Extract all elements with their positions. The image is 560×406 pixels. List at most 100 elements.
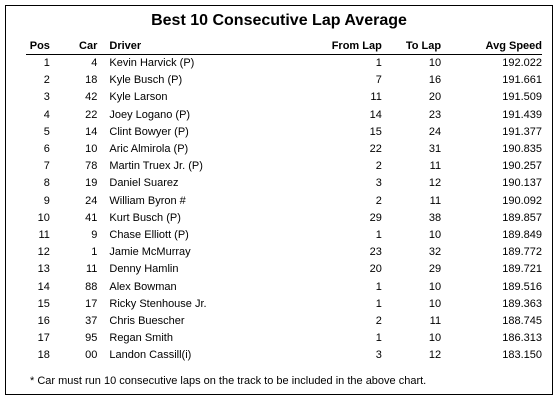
- lap-average-table: Pos Car Driver From Lap To Lap Avg Speed…: [26, 38, 542, 364]
- cell-driver: Chase Elliott (P): [109, 228, 189, 241]
- cell-driver: Denny Hamlin: [109, 263, 179, 276]
- cell-avg-speed: 191.661: [502, 74, 542, 87]
- cell-from-lap: 2: [375, 314, 382, 327]
- cell-from-lap: 3: [375, 349, 382, 362]
- cell-pos: 15: [37, 297, 50, 310]
- cell-car: 24: [85, 194, 98, 207]
- table-header-row: Pos Car Driver From Lap To Lap Avg Speed: [26, 38, 542, 55]
- cell-avg-speed: 192.022: [502, 57, 542, 70]
- table-row: 5 14 Clint Bowyer (P) 15 24 191.377: [26, 124, 542, 141]
- report-frame: Best 10 Consecutive Lap Average Pos Car …: [5, 5, 553, 395]
- cell-to-lap: 10: [428, 297, 442, 310]
- cell-car: 88: [85, 280, 98, 293]
- cell-driver: Aric Almirola (P): [109, 143, 189, 156]
- cell-pos: 7: [43, 160, 50, 173]
- cell-driver: Kyle Busch (P): [109, 74, 183, 87]
- header-car: Car: [49, 38, 104, 55]
- cell-from-lap: 1: [375, 57, 382, 70]
- cell-pos: 10: [37, 211, 50, 224]
- table-row: 11 9 Chase Elliott (P) 1 10 189.849: [26, 227, 543, 244]
- table-row: 1 4 Kevin Harvick (P) 1 10 192.022: [26, 55, 542, 73]
- table-row: 16 37 Chris Buescher 2 11 188.745: [26, 313, 542, 330]
- cell-car: 11: [85, 263, 98, 276]
- cell-from-lap: 22: [369, 143, 382, 156]
- cell-pos: 11: [38, 228, 50, 241]
- table-row: 7 78 Martin Truex Jr. (P) 2 11 190.257: [26, 158, 542, 175]
- cell-to-lap: 24: [428, 125, 442, 138]
- cell-avg-speed: 189.721: [502, 263, 542, 276]
- table-row: 9 24 William Byron # 2 11 190.092: [26, 193, 542, 210]
- table-row: 13 11 Denny Hamlin 20 29 189.721: [26, 261, 542, 278]
- cell-avg-speed: 189.857: [502, 211, 542, 224]
- table-row: 2 18 Kyle Busch (P) 7 16 191.661: [26, 72, 542, 89]
- footnote: * Car must run 10 consecutive laps on th…: [30, 375, 427, 387]
- cell-driver: Ricky Stenhouse Jr.: [109, 297, 207, 310]
- cell-pos: 5: [43, 125, 50, 138]
- table-row: 6 10 Aric Almirola (P) 22 31 190.835: [26, 141, 542, 158]
- cell-car: 42: [85, 91, 98, 104]
- cell-pos: 9: [43, 194, 50, 207]
- cell-pos: 17: [37, 332, 50, 345]
- cell-car: 00: [85, 349, 98, 362]
- cell-car: 4: [91, 57, 98, 70]
- cell-pos: 4: [43, 108, 50, 121]
- cell-to-lap: 10: [428, 332, 442, 345]
- cell-car: 19: [85, 177, 98, 190]
- cell-from-lap: 11: [370, 91, 382, 104]
- cell-avg-speed: 190.835: [502, 143, 542, 156]
- cell-pos: 12: [37, 246, 50, 259]
- header-avg-speed: Avg Speed: [441, 38, 542, 55]
- header-to-lap: To Lap: [381, 38, 442, 55]
- cell-from-lap: 14: [369, 108, 382, 121]
- cell-pos: 13: [37, 263, 50, 276]
- table-row: 8 19 Daniel Suarez 3 12 190.137: [26, 175, 542, 192]
- header-pos: Pos: [26, 38, 50, 55]
- cell-avg-speed: 191.439: [502, 108, 542, 121]
- table-row: 17 95 Regan Smith 1 10 186.313: [26, 330, 542, 347]
- cell-from-lap: 2: [375, 160, 382, 173]
- cell-avg-speed: 189.363: [502, 297, 542, 310]
- table-row: 10 41 Kurt Busch (P) 29 38 189.857: [26, 210, 542, 227]
- cell-driver: Kurt Busch (P): [109, 211, 181, 224]
- cell-car: 10: [85, 143, 98, 156]
- table-row: 12 1 Jamie McMurray 23 32 189.772: [26, 244, 542, 261]
- cell-avg-speed: 186.313: [502, 332, 542, 345]
- cell-driver: Clint Bowyer (P): [109, 125, 189, 138]
- cell-avg-speed: 188.745: [502, 314, 542, 327]
- cell-to-lap: 23: [428, 108, 442, 121]
- cell-pos: 2: [43, 74, 50, 87]
- cell-car: 95: [85, 332, 98, 345]
- cell-from-lap: 1: [375, 297, 382, 310]
- cell-to-lap: 16: [428, 74, 442, 87]
- cell-from-lap: 15: [369, 125, 382, 138]
- cell-car: 41: [85, 211, 98, 224]
- cell-to-lap: 38: [428, 211, 442, 224]
- cell-pos: 3: [43, 91, 50, 104]
- table-row: 14 88 Alex Bowman 1 10 189.516: [26, 278, 542, 295]
- cell-pos: 16: [37, 314, 50, 327]
- cell-to-lap: 12: [428, 177, 442, 190]
- cell-driver: Alex Bowman: [109, 280, 177, 293]
- cell-driver: Kevin Harvick (P): [109, 57, 195, 70]
- table-row: 18 00 Landon Cassill(i) 3 12 183.150: [26, 347, 542, 364]
- table-row: 3 42 Kyle Larson 11 20 191.509: [26, 89, 542, 106]
- cell-from-lap: 3: [375, 177, 382, 190]
- cell-avg-speed: 183.150: [502, 349, 542, 362]
- cell-driver: Kyle Larson: [109, 91, 168, 104]
- cell-avg-speed: 189.772: [502, 246, 542, 259]
- cell-from-lap: 1: [375, 228, 382, 241]
- table-row: 15 17 Ricky Stenhouse Jr. 1 10 189.363: [26, 296, 542, 313]
- cell-pos: 14: [37, 280, 50, 293]
- cell-avg-speed: 191.509: [502, 91, 542, 104]
- cell-to-lap: 11: [429, 314, 442, 327]
- cell-avg-speed: 190.092: [502, 194, 542, 207]
- cell-avg-speed: 191.377: [502, 125, 542, 138]
- cell-from-lap: 1: [375, 332, 382, 345]
- cell-pos: 6: [43, 143, 50, 156]
- cell-car: 37: [85, 314, 98, 327]
- cell-from-lap: 23: [369, 246, 382, 259]
- cell-car: 9: [91, 228, 98, 241]
- cell-to-lap: 31: [428, 143, 442, 156]
- cell-driver: Daniel Suarez: [109, 177, 179, 190]
- cell-from-lap: 7: [375, 74, 382, 87]
